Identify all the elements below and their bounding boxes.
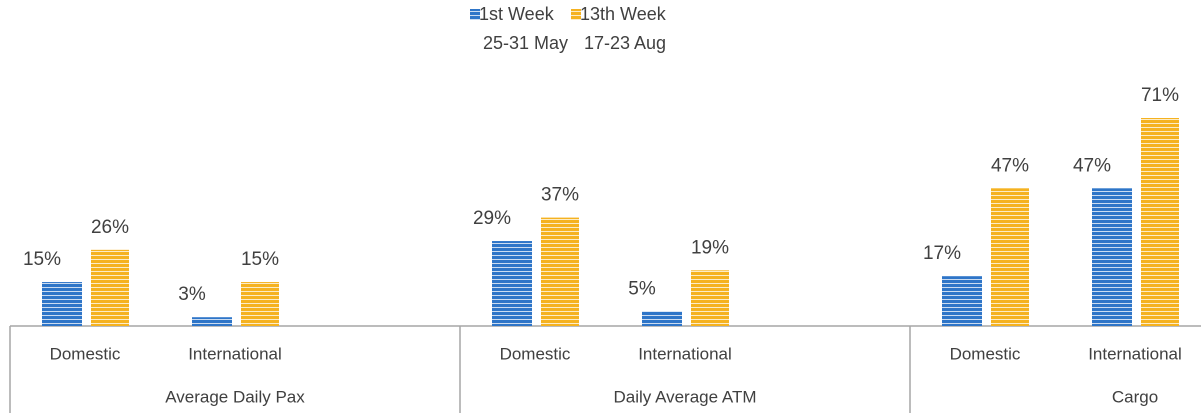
- x-tick-label: International: [638, 344, 732, 363]
- data-label: 15%: [241, 249, 279, 270]
- data-label: 19%: [691, 237, 729, 258]
- data-label: 37%: [541, 185, 579, 206]
- group-label: Cargo: [1112, 387, 1158, 406]
- bar: [91, 249, 129, 326]
- bar: [1141, 118, 1179, 326]
- data-label: 26%: [91, 217, 129, 238]
- x-tick-label: International: [188, 344, 282, 363]
- bar: [241, 282, 279, 326]
- data-label: 29%: [473, 208, 511, 229]
- legend-swatch: [470, 9, 480, 20]
- group-label: Daily Average ATM: [614, 387, 757, 406]
- bar: [492, 241, 532, 326]
- data-label: 71%: [1141, 85, 1179, 106]
- legend-label: 1st Week 25-31 May: [479, 4, 568, 53]
- data-label: 47%: [991, 155, 1029, 176]
- data-label: 5%: [628, 278, 656, 299]
- x-tick-label: Domestic: [950, 344, 1021, 363]
- bar: [942, 276, 982, 326]
- bar: [1092, 188, 1132, 326]
- data-label: 17%: [923, 243, 961, 264]
- data-label: 15%: [23, 249, 61, 270]
- bar: [192, 317, 232, 326]
- bar: [991, 188, 1029, 326]
- bar: [541, 217, 579, 326]
- data-label: 3%: [178, 284, 206, 305]
- group-label: Average Daily Pax: [165, 387, 305, 406]
- bar: [42, 282, 82, 326]
- data-label: 47%: [1073, 155, 1111, 176]
- x-tick-label: International: [1088, 344, 1182, 363]
- x-tick-label: Domestic: [50, 344, 121, 363]
- legend-label: 13th Week 17-23 Aug: [580, 4, 667, 53]
- bar: [642, 311, 682, 326]
- legend-swatch: [571, 9, 581, 20]
- bar: [691, 270, 729, 326]
- x-tick-label: Domestic: [500, 344, 571, 363]
